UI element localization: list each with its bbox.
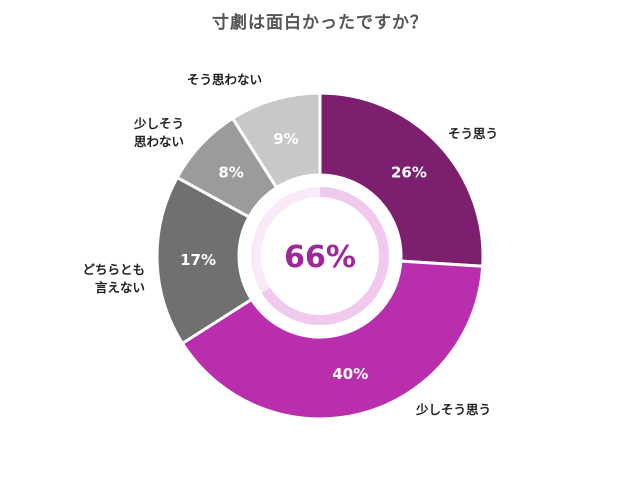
slice-value-label: 9% (273, 130, 298, 148)
category-label: そう思わない (187, 72, 262, 87)
center-value-label: 66% (284, 240, 356, 275)
center-ring-progress (261, 187, 389, 325)
slice-value-label: 8% (218, 163, 243, 181)
category-label: そう思う (448, 126, 498, 141)
slice-value-label: 40% (332, 365, 368, 383)
category-label: 少しそう思う (415, 402, 491, 417)
category-label: 少しそう思わない (133, 116, 184, 149)
slice-value-label: 17% (180, 251, 216, 269)
pie-slice (318, 91, 485, 268)
pie-slice (180, 259, 485, 421)
slice-value-label: 26% (391, 163, 427, 181)
pie-slice (230, 91, 322, 190)
pie-slice (155, 175, 254, 346)
category-label: どちらとも言えない (82, 262, 145, 295)
chart-title: 寸劇は面白かったですか？ (212, 13, 428, 33)
